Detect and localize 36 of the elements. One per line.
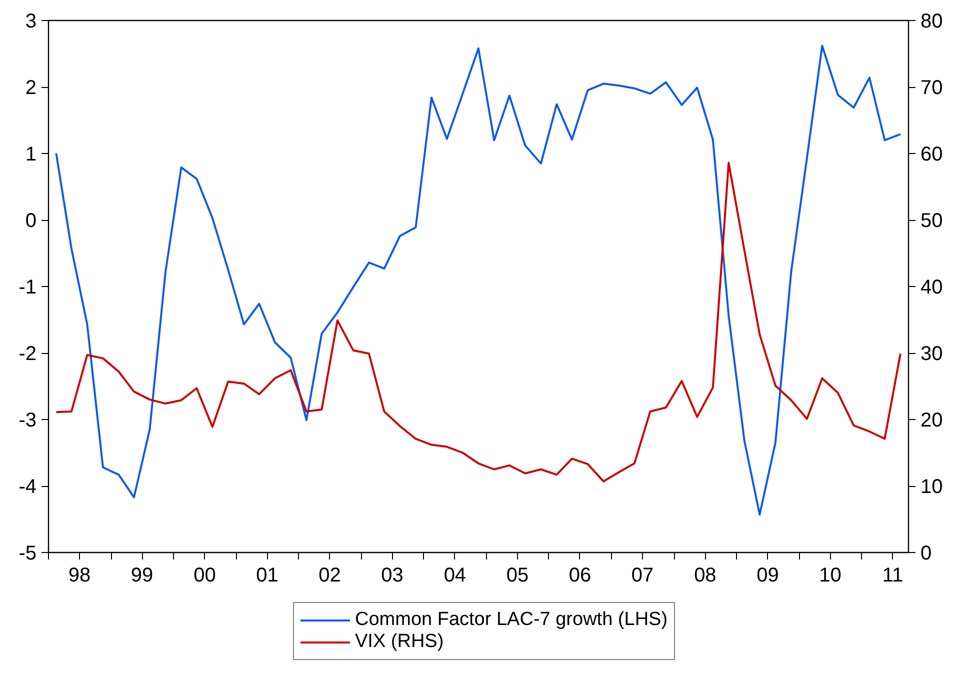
y2-tick-label: 80 [920,10,943,32]
x-tick-label: 10 [819,564,842,586]
x-tick-label: 06 [568,564,592,586]
y2-tick-label: 0 [920,542,932,564]
y2-tick-label: 50 [920,210,943,232]
y-tick-label: 0 [25,210,36,232]
y2-tick-label: 40 [920,276,943,298]
x-tick-label: 03 [381,564,404,586]
x-tick-label: 04 [444,564,466,586]
x-tick-label: 98 [68,564,91,586]
y-tick-label: -3 [18,410,37,432]
x-tick-label: 11 [882,564,904,586]
x-tick-label: 02 [318,564,341,586]
line-series [55,162,902,482]
y-tick-label: -1 [18,276,37,298]
legend-label: Common Factor LAC-7 growth (LHS) [355,609,668,631]
x-tick-label: 05 [506,564,529,586]
x-tick-label: 00 [194,564,216,586]
x-tick-label: 99 [130,564,154,586]
y-tick-label: -4 [18,476,37,498]
y2-tick-label: 20 [920,410,943,432]
y-tick-label: 3 [25,10,36,32]
y2-tick-label: 60 [920,144,943,166]
y-tick-label: -5 [18,542,37,564]
line-series [55,44,902,516]
y2-tick-label: 10 [920,476,943,498]
x-tick-label: 01 [256,564,278,586]
y-tick-label: 1 [25,144,36,166]
y2-tick-label: 70 [920,77,943,99]
legend-label: VIX (RHS) [355,631,444,653]
y-tick-label: -2 [18,343,37,365]
y2-tick-label: 30 [920,343,943,365]
x-tick-label: 07 [631,564,654,586]
y-tick-label: 2 [25,77,36,99]
x-tick-label: 08 [694,564,716,586]
x-tick-label: 09 [756,564,779,586]
